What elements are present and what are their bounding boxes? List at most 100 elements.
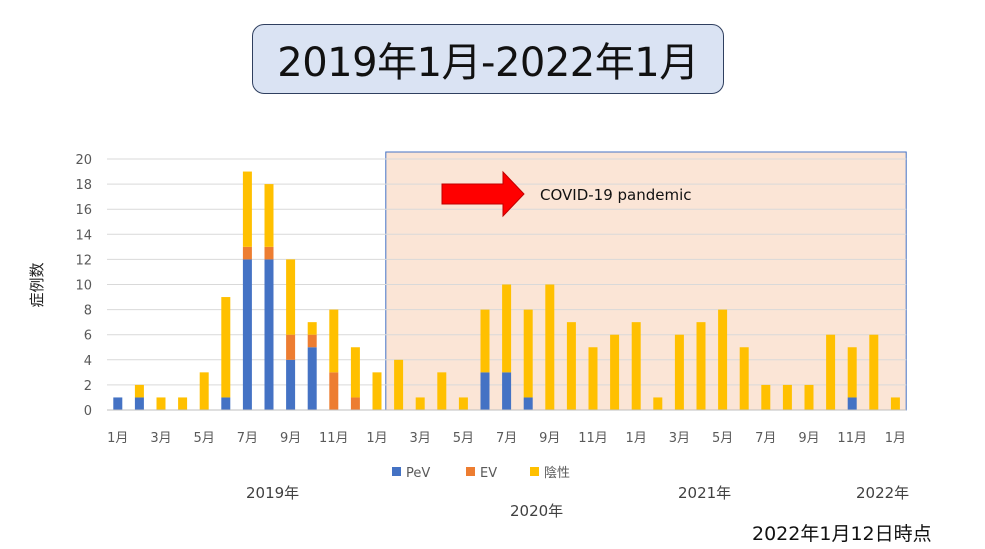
bar-陰性-7 (264, 184, 274, 247)
legend-swatch-陰性 (530, 467, 539, 476)
pandemic-arrow (441, 170, 525, 218)
y-tick-label: 20 (75, 153, 92, 168)
y-tick-label: 18 (75, 178, 92, 193)
bar-陰性-15 (437, 372, 447, 410)
y-tick-label: 0 (84, 404, 92, 419)
bar-EV-10 (329, 372, 339, 410)
x-tick-label: 9月 (280, 431, 301, 446)
bar-陰性-36 (890, 397, 900, 410)
bar-陰性-5 (221, 297, 231, 398)
bar-陰性-3 (178, 397, 188, 410)
annotation-text: COVID-19 pandemic (540, 186, 692, 204)
bar-PeV-6 (242, 259, 252, 410)
legend-swatch-PeV (392, 467, 401, 476)
x-tick-label: 1月 (885, 431, 906, 446)
x-tick-label: 3月 (669, 431, 690, 446)
y-tick-label: 8 (84, 304, 92, 319)
year-label-2019: 2019年 (246, 484, 300, 502)
x-tick-label: 1月 (626, 431, 647, 446)
x-tick-label: 11月 (578, 431, 608, 446)
bar-PeV-0 (113, 397, 123, 410)
bar-PeV-7 (264, 259, 274, 410)
y-tick-label: 14 (75, 228, 92, 243)
bar-陰性-14 (415, 397, 425, 410)
bar-陰性-8 (286, 259, 296, 335)
y-tick-label: 6 (84, 329, 92, 344)
bar-EV-9 (307, 334, 317, 348)
bar-PeV-9 (307, 347, 317, 410)
x-tick-label: 1月 (107, 431, 128, 446)
bar-陰性-11 (350, 347, 360, 398)
bar-陰性-29 (739, 347, 749, 410)
bar-陰性-34 (847, 347, 857, 398)
x-tick-label: 3月 (410, 431, 431, 446)
bar-陰性-21 (566, 322, 576, 410)
x-tick-label: 7月 (755, 431, 776, 446)
x-tick-label: 5月 (453, 431, 474, 446)
bar-陰性-10 (329, 309, 339, 373)
x-tick-label: 11月 (319, 431, 349, 446)
y-tick-label: 4 (84, 354, 92, 369)
bar-陰性-17 (480, 309, 490, 373)
bar-陰性-35 (869, 334, 879, 410)
bar-PeV-34 (847, 397, 857, 410)
bar-陰性-33 (826, 334, 836, 410)
bar-EV-7 (264, 246, 274, 260)
pandemic-highlight-region (385, 151, 907, 411)
legend-swatch-EV (466, 467, 475, 476)
legend-label-陰性: 陰性 (544, 466, 570, 481)
bar-陰性-27 (696, 322, 706, 410)
bar-陰性-28 (718, 309, 728, 410)
y-tick-label: 12 (75, 253, 92, 268)
x-tick-label: 9月 (539, 431, 560, 446)
bar-陰性-1 (134, 384, 144, 398)
bar-EV-8 (286, 334, 296, 360)
bar-陰性-12 (372, 372, 382, 410)
bar-陰性-16 (458, 397, 468, 410)
y-axis-label: 症例数 (28, 262, 46, 307)
chart-title: 2019年1月-2022年1月 (252, 24, 724, 94)
x-tick-label: 9月 (798, 431, 819, 446)
bar-陰性-9 (307, 322, 317, 335)
year-label-2021: 2021年 (678, 484, 732, 502)
bar-PeV-1 (134, 397, 144, 410)
bar-陰性-31 (782, 384, 792, 410)
bar-EV-11 (350, 397, 360, 410)
bar-陰性-30 (761, 384, 771, 410)
bar-PeV-5 (221, 397, 231, 410)
x-tick-label: 5月 (712, 431, 733, 446)
bar-PeV-18 (502, 372, 512, 410)
annotation: COVID-19 pandemic (441, 170, 692, 218)
bar-陰性-32 (804, 384, 814, 410)
bar-陰性-20 (545, 284, 555, 410)
x-tick-label: 5月 (194, 431, 215, 446)
bar-陰性-2 (156, 397, 166, 410)
year-label-2022: 2022年 (856, 484, 910, 502)
x-tick-label: 11月 (837, 431, 867, 446)
bar-陰性-24 (631, 322, 641, 410)
axes: 0 2 4 6 8 10 12 14 16 18 20 症例数 1月 3月 5月 7月 9月 11月 1月 3月 5月 7… (28, 153, 907, 446)
bar-陰性-4 (199, 372, 209, 410)
bar-PeV-17 (480, 372, 490, 410)
bars (113, 171, 900, 410)
legend: PeV EV 陰性 (392, 466, 570, 481)
bar-陰性-19 (523, 309, 533, 398)
bar-PeV-19 (523, 397, 533, 410)
highlight-rect (385, 151, 907, 411)
bar-陰性-22 (588, 347, 598, 410)
y-tick-label: 2 (84, 379, 92, 394)
year-label-2020: 2020年 (510, 502, 564, 520)
x-tick-label: 7月 (496, 431, 517, 446)
x-tick-label: 7月 (237, 431, 258, 446)
y-tick-label: 10 (75, 279, 92, 294)
x-tick-label: 3月 (150, 431, 171, 446)
x-tick-label: 1月 (366, 431, 387, 446)
bar-陰性-25 (653, 397, 663, 410)
y-tick-label: 16 (75, 203, 92, 218)
bar-EV-6 (242, 246, 252, 260)
legend-label-EV: EV (480, 466, 497, 481)
bar-陰性-23 (610, 334, 620, 410)
bar-陰性-6 (242, 171, 252, 247)
bar-PeV-8 (286, 359, 296, 410)
